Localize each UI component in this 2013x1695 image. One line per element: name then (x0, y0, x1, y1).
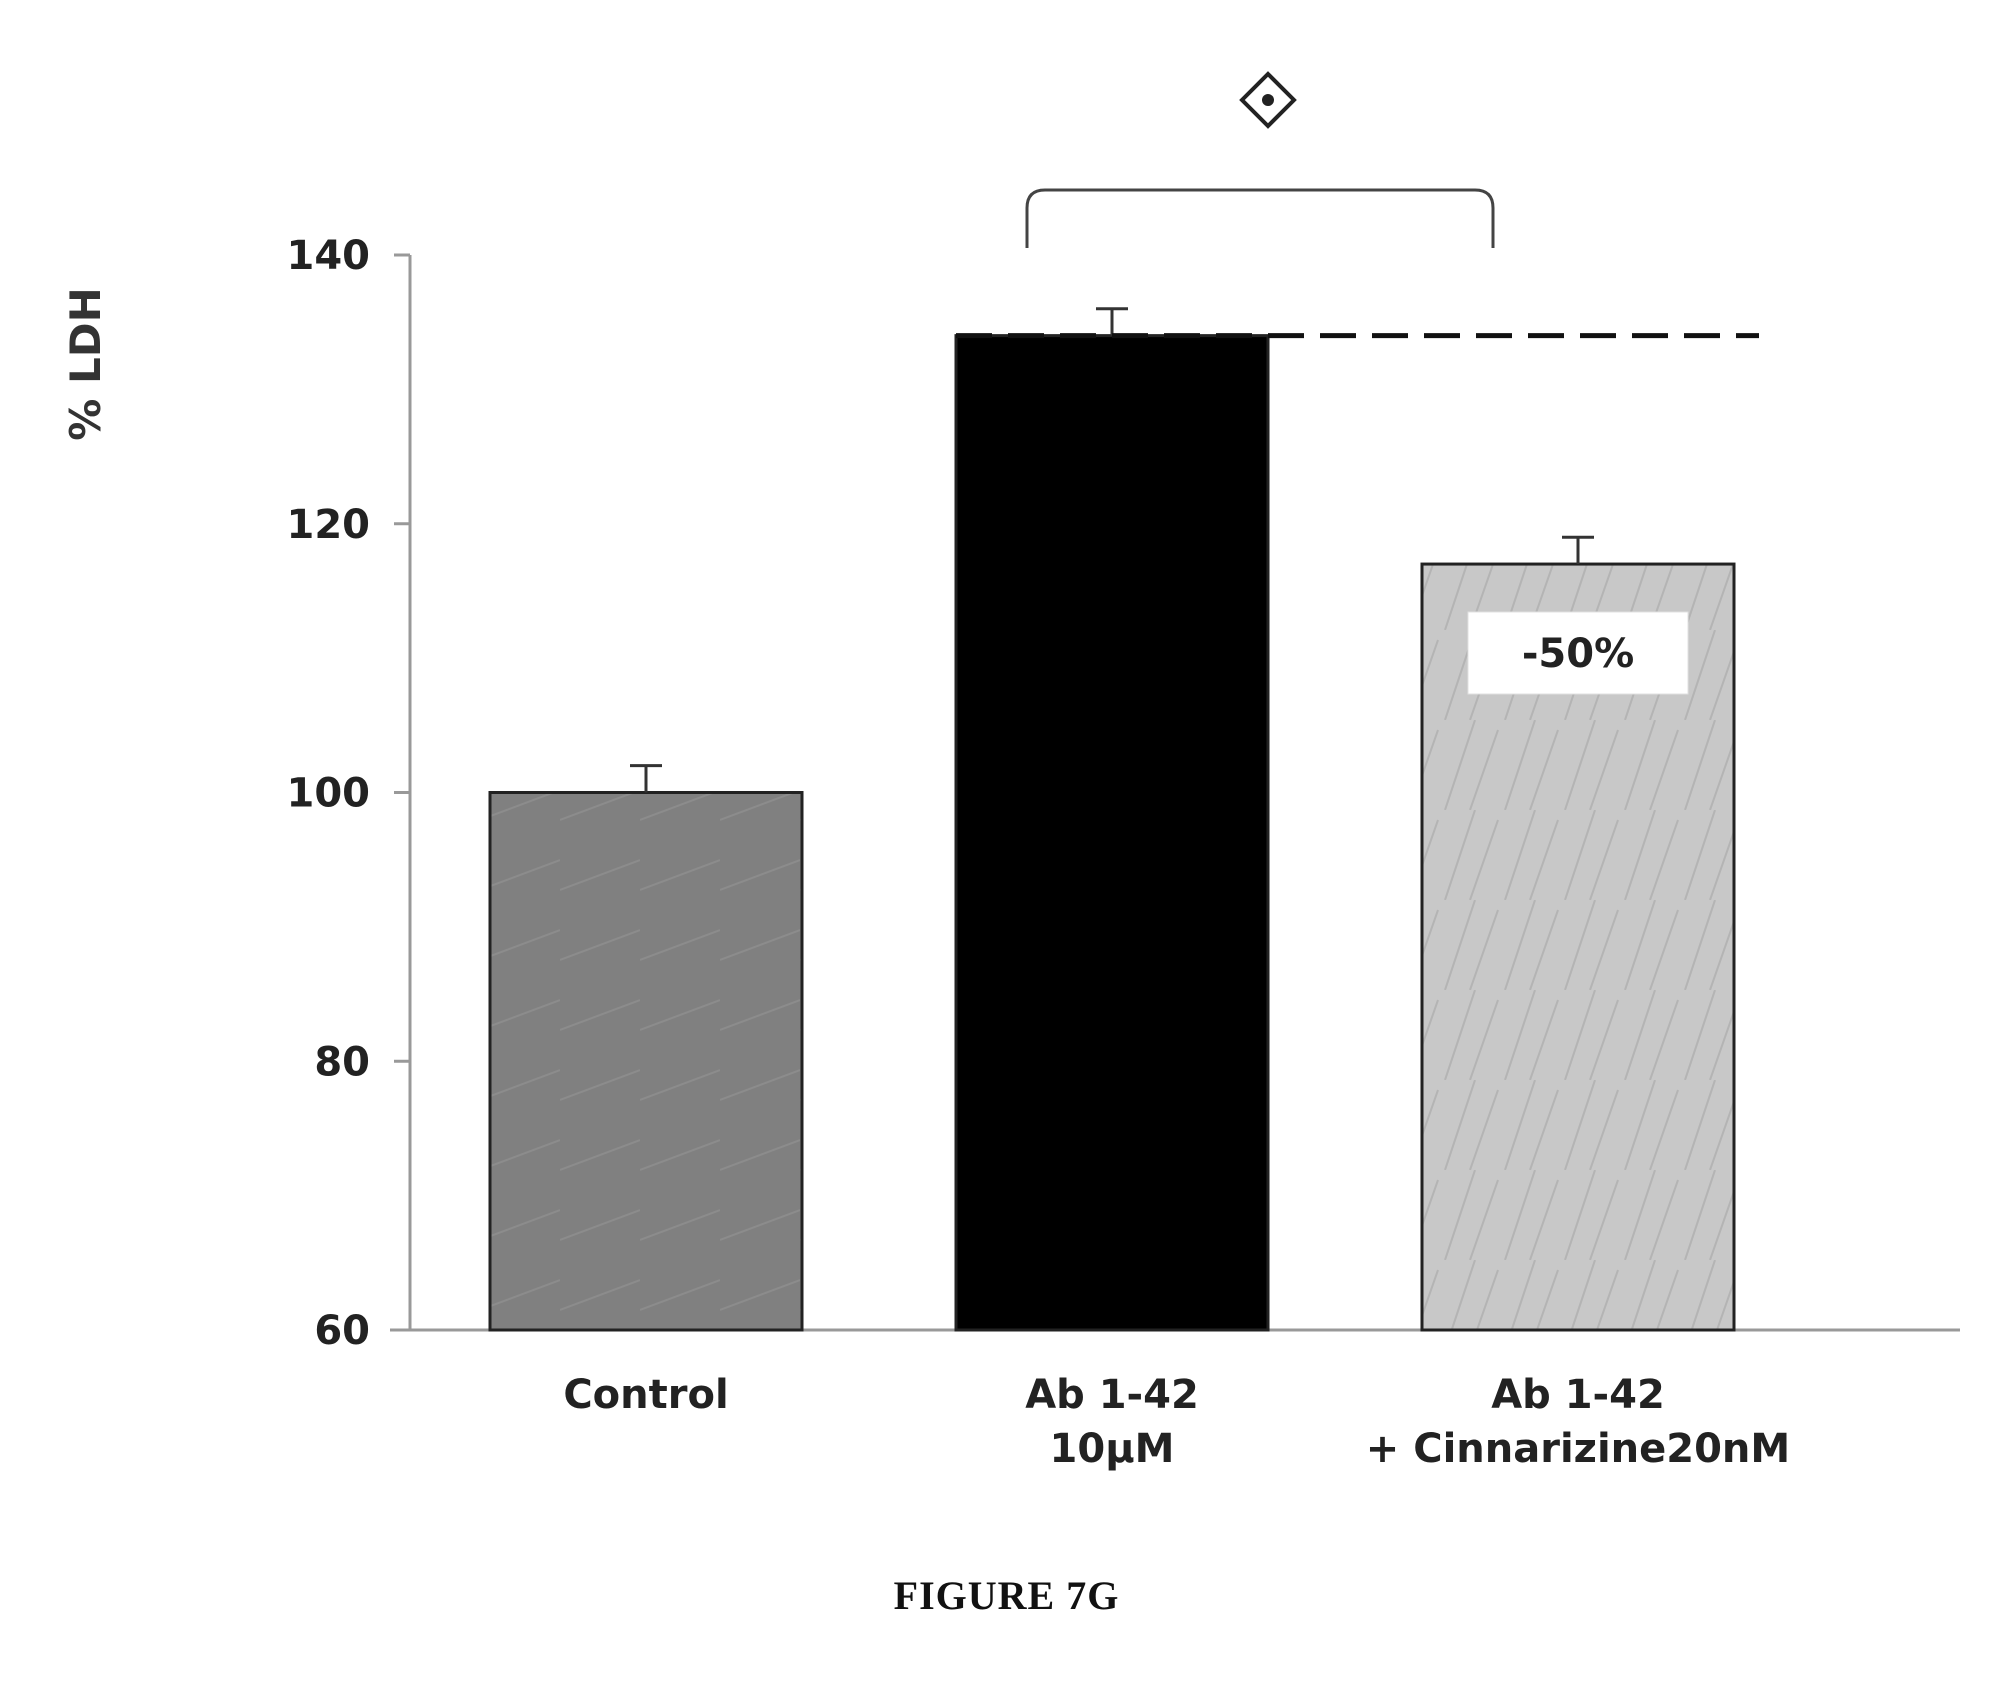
significance-symbol-dot (1262, 94, 1274, 106)
annotation-text: -50% (1522, 631, 1634, 677)
significance-bracket (1027, 190, 1493, 248)
bar-2 (956, 336, 1268, 1330)
figure-caption: FIGURE 7G (0, 1572, 2013, 1619)
y-tick-label: 140 (287, 233, 371, 279)
y-tick-label: 120 (287, 502, 371, 548)
x-category-label: Ab 1-42 (1491, 1372, 1665, 1418)
y-axis-title: % LDH (61, 287, 110, 440)
x-category-label: Control (563, 1372, 728, 1418)
y-tick-label: 80 (314, 1039, 370, 1085)
x-category-label: Ab 1-42 (1025, 1372, 1199, 1418)
y-tick-label: 60 (314, 1308, 370, 1354)
bar-1 (490, 793, 802, 1331)
y-tick-label: 100 (287, 771, 371, 817)
x-category-label: 10µM (1050, 1426, 1175, 1472)
bars (490, 309, 1734, 1330)
x-category-label: + Cinnarizine20nM (1366, 1426, 1790, 1472)
